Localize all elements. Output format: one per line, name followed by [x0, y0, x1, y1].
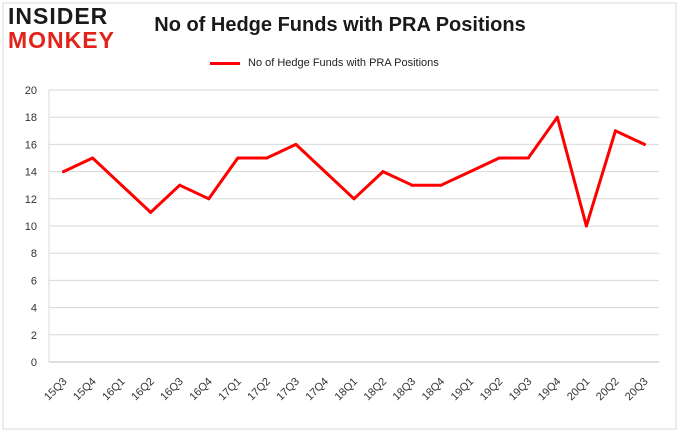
data-point: [439, 183, 443, 187]
insider-monkey-logo: INSIDER MONKEY: [8, 4, 130, 56]
x-tick-label: 18Q1: [333, 376, 361, 404]
x-tick-label: 20Q3: [623, 376, 651, 404]
y-tick-label: 10: [25, 221, 37, 233]
x-tick-label: 20Q2: [594, 376, 622, 404]
y-tick-label: 6: [31, 275, 37, 287]
data-point: [207, 197, 211, 201]
data-point: [526, 156, 530, 160]
data-point: [62, 170, 66, 174]
x-tick-label: 16Q1: [100, 376, 128, 404]
x-tick-label: 15Q3: [42, 376, 70, 404]
data-point: [265, 156, 269, 160]
y-tick-label: 20: [25, 85, 37, 97]
logo-line2: MONKEY: [8, 27, 115, 53]
data-point: [584, 224, 588, 228]
legend-label: No of Hedge Funds with PRA Positions: [248, 57, 439, 69]
x-tick-label: 17Q1: [216, 376, 244, 404]
x-tick-label: 16Q2: [129, 376, 157, 404]
data-point: [178, 183, 182, 187]
data-point: [236, 156, 240, 160]
data-point: [149, 210, 153, 214]
x-tick-label: 17Q3: [275, 376, 303, 404]
logo-line1: INSIDER: [8, 3, 109, 29]
x-tick-label: 17Q2: [245, 376, 273, 404]
y-tick-label: 16: [25, 139, 37, 151]
data-point: [352, 197, 356, 201]
data-point: [642, 142, 646, 146]
x-tick-label: 18Q4: [420, 376, 448, 404]
y-tick-label: 2: [31, 330, 37, 342]
x-axis: 15Q3 15Q4 16Q1 16Q2 16Q3 16Q4 17Q1 17Q2 17Q3 17Q4…: [42, 376, 650, 404]
legend-swatch: [210, 61, 240, 65]
data-point: [381, 170, 385, 174]
data-point: [497, 156, 501, 160]
x-tick-label: 19Q2: [478, 376, 506, 404]
legend: No of Hedge Funds with PRA Positions: [210, 54, 439, 72]
x-tick-label: 16Q3: [158, 376, 186, 404]
x-tick-label: 19Q1: [449, 376, 477, 404]
x-tick-label: 20Q1: [565, 376, 593, 404]
y-tick-label: 12: [25, 194, 37, 206]
x-tick-label: 19Q4: [536, 376, 564, 404]
x-tick-label: 16Q4: [187, 376, 215, 404]
y-tick-label: 8: [31, 248, 37, 260]
data-point: [555, 115, 559, 119]
y-tick-label: 4: [31, 303, 37, 315]
data-point: [323, 170, 327, 174]
y-axis: 0 2 4 6 8 10 12 14 16 18 20: [25, 85, 37, 369]
y-tick-label: 14: [25, 167, 37, 179]
x-tick-label: 19Q3: [507, 376, 535, 404]
y-tick-label: 18: [25, 112, 37, 124]
x-tick-label: 18Q2: [362, 376, 390, 404]
series-layer: [62, 115, 646, 228]
chart-title: No of Hedge Funds with PRA Positions: [154, 14, 526, 36]
data-point: [410, 183, 414, 187]
x-tick-label: 17Q4: [304, 376, 332, 404]
y-tick-label: 0: [31, 357, 37, 369]
data-point: [613, 129, 617, 133]
data-point: [120, 183, 124, 187]
data-point: [294, 142, 298, 146]
data-point: [468, 170, 472, 174]
x-tick-label: 15Q4: [71, 376, 99, 404]
gridlines: [48, 89, 659, 363]
x-tick-label: 18Q3: [391, 376, 419, 404]
data-point: [91, 156, 95, 160]
